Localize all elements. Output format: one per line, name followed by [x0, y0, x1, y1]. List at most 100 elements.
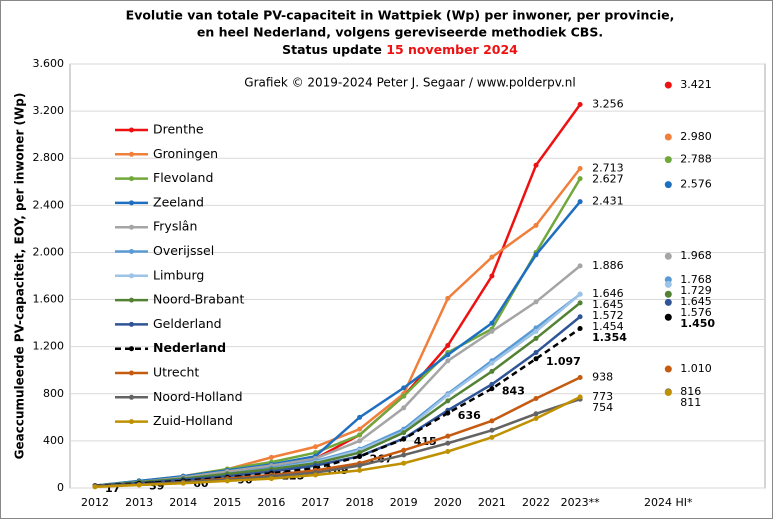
data-point — [489, 360, 495, 366]
legend-label: Zeeland — [153, 194, 204, 209]
data-point — [313, 444, 318, 450]
x-tick-label: 2018 — [346, 496, 374, 509]
legend-label: Flevoland — [153, 170, 213, 185]
chart-title: en heel Nederland, volgens gereviseerde … — [197, 25, 603, 40]
data-point — [268, 454, 274, 460]
legend-label: Noord-Holland — [153, 389, 243, 404]
data-point — [357, 467, 363, 473]
legend-marker — [129, 249, 134, 254]
data-point — [489, 427, 495, 433]
legend-marker — [129, 346, 134, 352]
data-point — [664, 388, 672, 396]
legend-marker — [129, 224, 134, 230]
data-point — [357, 454, 363, 460]
data-point — [533, 356, 539, 362]
data-label: 1.450 — [680, 317, 715, 330]
data-point — [577, 176, 583, 182]
data-point — [489, 386, 495, 392]
data-point — [533, 162, 539, 168]
legend-marker — [129, 297, 134, 303]
chart-status: Status update 15 november 2024 — [282, 42, 518, 57]
data-point — [445, 358, 451, 364]
data-point — [533, 222, 539, 228]
status-date: 15 november 2024 — [386, 42, 518, 57]
y-axis-label: Geaccumuleerde PV-capaciteit, EOY, per i… — [13, 93, 27, 460]
data-label: 816 — [680, 385, 701, 398]
legend-label: Drenthe — [153, 122, 204, 137]
x-tick-label: 2014 — [169, 496, 197, 509]
data-label: 1.645 — [592, 298, 624, 311]
data-label: 2.788 — [680, 153, 712, 166]
y-tick-label: 800 — [43, 387, 64, 400]
data-label: 1.454 — [592, 320, 624, 333]
data-point — [577, 102, 583, 108]
data-point — [445, 448, 451, 454]
data-point — [357, 450, 363, 456]
data-point — [533, 328, 539, 334]
data-point — [577, 394, 583, 400]
legend-marker — [129, 273, 134, 279]
annotation: Grafiek © 2019-2024 Peter J. Segaar / ww… — [244, 76, 575, 90]
data-point — [533, 416, 539, 422]
data-label: 1.010 — [680, 362, 712, 375]
data-point — [489, 273, 495, 279]
data-point — [445, 342, 451, 348]
data-label: 754 — [592, 401, 613, 414]
data-point — [664, 181, 672, 189]
x-tick-label: 2022 — [522, 496, 550, 509]
data-label: 1.354 — [592, 331, 627, 344]
y-tick-label: 2.000 — [33, 245, 65, 258]
y-tick-label: 3.200 — [33, 104, 65, 117]
data-point — [401, 405, 407, 411]
data-point — [577, 375, 583, 381]
data-label: 3.421 — [680, 78, 712, 91]
legend-marker — [129, 370, 134, 376]
data-point — [401, 430, 407, 436]
data-point — [445, 398, 451, 404]
y-tick-label: 2.400 — [33, 198, 65, 211]
data-label: 1.576 — [680, 306, 712, 319]
legend-marker — [129, 200, 134, 206]
data-point — [313, 472, 318, 478]
x-tick-label: 2012 — [81, 496, 109, 509]
data-point — [357, 432, 363, 438]
legend-marker — [129, 419, 134, 425]
x-tick-label: 2021 — [478, 496, 506, 509]
data-point — [401, 447, 407, 453]
legend-marker — [129, 151, 134, 157]
data-label: 1.097 — [546, 355, 581, 368]
data-point — [489, 381, 495, 387]
data-point — [577, 199, 583, 205]
data-point — [136, 482, 142, 488]
data-label: 1.768 — [680, 273, 712, 286]
y-tick-label: 2.800 — [33, 151, 65, 164]
legend-marker — [129, 394, 134, 400]
data-point — [533, 335, 539, 341]
data-point — [577, 326, 583, 332]
data-point — [357, 426, 363, 432]
data-point — [577, 300, 583, 306]
data-label: 1.646 — [592, 287, 624, 300]
series-line — [94, 395, 581, 489]
y-tick-label: 400 — [43, 434, 64, 447]
legend-label: Limburg — [153, 267, 204, 282]
data-point — [401, 460, 407, 466]
legend-label: Utrecht — [153, 365, 199, 380]
y-tick-label: 0 — [57, 481, 64, 494]
data-point — [489, 320, 495, 326]
data-point — [577, 263, 583, 269]
data-label: 1.729 — [680, 284, 712, 297]
status-label: Status update — [282, 42, 382, 57]
data-point — [489, 254, 495, 260]
data-label: 1.968 — [680, 249, 712, 262]
data-label: 636 — [458, 409, 481, 422]
y-tick-label: 3.600 — [33, 57, 65, 70]
data-label: 39 — [149, 479, 164, 492]
data-label: 1.572 — [592, 309, 624, 322]
data-label: 17 — [105, 482, 120, 495]
data-point — [664, 313, 672, 321]
data-point — [445, 352, 451, 358]
data-label: 1.645 — [680, 295, 712, 308]
data-point — [401, 385, 407, 391]
x-tick-label: 2013 — [125, 496, 153, 509]
